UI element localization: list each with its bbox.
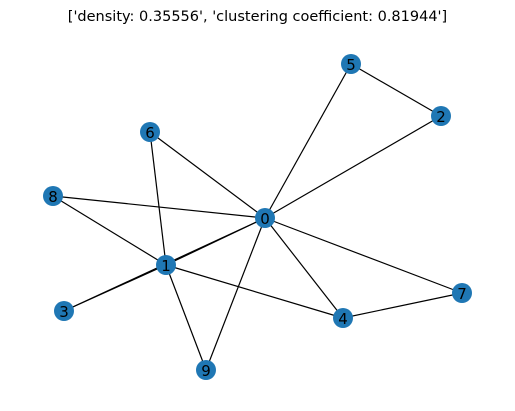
node-label-7: 7	[457, 285, 467, 303]
node-2: 2	[431, 106, 451, 126]
edge-1-3	[63, 264, 167, 312]
node-circle-1	[156, 255, 176, 275]
node-5: 5	[341, 54, 361, 74]
edge-0-5	[264, 63, 352, 219]
node-0: 0	[255, 208, 275, 228]
edge-0-9	[205, 217, 266, 371]
node-4: 4	[333, 308, 353, 328]
node-6: 6	[140, 122, 160, 142]
node-label-9: 9	[201, 362, 211, 380]
edge-4-7	[342, 292, 463, 319]
node-circle-4	[333, 308, 353, 328]
node-circle-3	[54, 301, 74, 321]
node-label-0: 0	[260, 210, 270, 228]
edge-1-9	[165, 264, 207, 371]
node-circle-7	[452, 283, 472, 303]
node-label-6: 6	[145, 124, 155, 142]
edge-1-4	[165, 264, 344, 319]
node-label-2: 2	[436, 108, 446, 126]
edge-0-7	[264, 217, 463, 294]
node-3: 3	[54, 301, 74, 321]
node-circle-9	[196, 360, 216, 380]
edge-1-6	[149, 131, 167, 266]
edge-1-8	[52, 195, 167, 266]
node-label-3: 3	[59, 303, 69, 321]
node-9: 9	[196, 360, 216, 380]
node-label-4: 4	[338, 310, 348, 328]
edge-0-2	[264, 115, 442, 219]
node-circle-5	[341, 54, 361, 74]
node-circle-8	[43, 186, 63, 206]
node-circle-6	[140, 122, 160, 142]
node-8: 8	[43, 186, 63, 206]
node-circle-0	[255, 208, 275, 228]
edge-0-4	[264, 217, 344, 319]
node-label-8: 8	[48, 188, 58, 206]
node-label-5: 5	[346, 56, 356, 74]
graph-title: ['density: 0.35556', 'clustering coeffic…	[67, 9, 448, 25]
node-7: 7	[452, 283, 472, 303]
edge-2-5	[350, 63, 442, 117]
node-label-1: 1	[161, 257, 171, 275]
node-circle-2	[431, 106, 451, 126]
node-1: 1	[156, 255, 176, 275]
edge-0-6	[149, 131, 266, 219]
